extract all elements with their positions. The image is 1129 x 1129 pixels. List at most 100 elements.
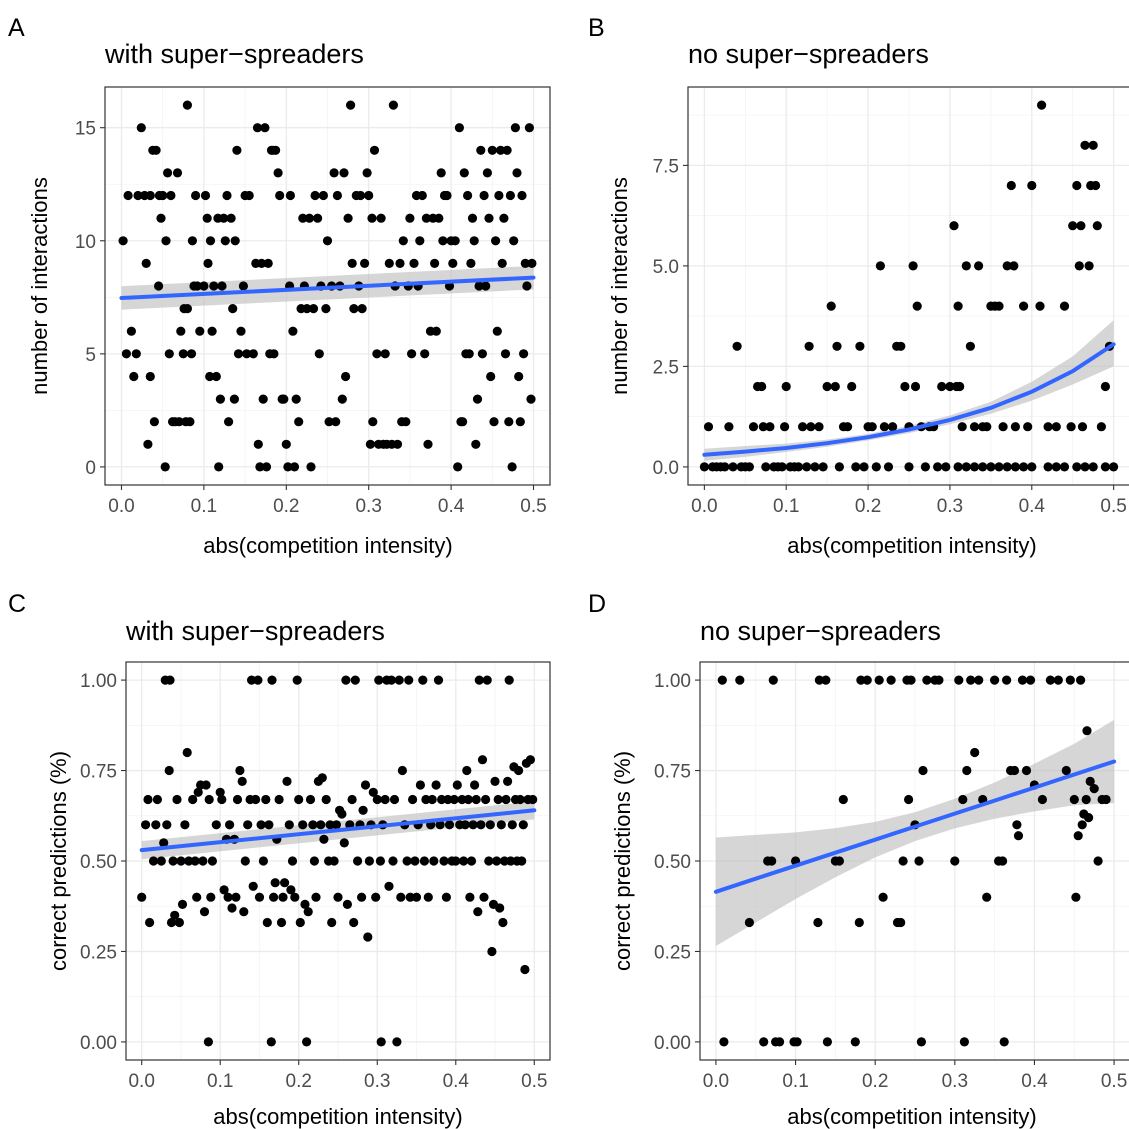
data-point: [423, 892, 433, 902]
data-point: [141, 820, 151, 830]
data-point: [810, 462, 820, 472]
data-point: [286, 885, 296, 895]
data-point: [527, 258, 537, 268]
data-point: [520, 258, 530, 268]
data-point: [419, 856, 429, 866]
data-point: [145, 190, 155, 201]
data-point: [471, 439, 481, 449]
data-point: [1059, 462, 1070, 472]
data-point: [243, 820, 253, 830]
data-point: [215, 394, 225, 404]
data-point: [350, 675, 360, 685]
data-point: [308, 820, 318, 830]
data-point: [240, 856, 250, 866]
data-point: [291, 394, 301, 404]
data-point: [464, 349, 474, 359]
data-point: [239, 907, 249, 917]
data-point: [953, 301, 963, 311]
data-point: [311, 892, 321, 902]
data-point: [896, 341, 906, 351]
data-point: [761, 462, 771, 472]
data-point: [190, 856, 200, 866]
data-point: [264, 820, 274, 830]
data-point: [347, 258, 357, 268]
data-point: [999, 1037, 1009, 1047]
data-point: [1072, 462, 1082, 472]
data-point: [1068, 221, 1078, 231]
data-point: [759, 1037, 769, 1047]
data-point: [969, 462, 980, 472]
data-point: [270, 878, 280, 888]
data-point: [304, 213, 314, 223]
data-point: [1084, 813, 1094, 823]
data-point: [1077, 820, 1087, 830]
data-point: [302, 304, 312, 314]
data-point: [1006, 180, 1016, 191]
data-point: [271, 145, 281, 155]
data-point: [502, 145, 512, 155]
data-point: [256, 820, 266, 830]
data-point: [735, 675, 745, 685]
data-point: [269, 892, 279, 902]
data-point: [274, 794, 284, 805]
data-point: [1017, 675, 1028, 685]
data-point: [724, 422, 734, 432]
panel-d-fit-line: [713, 759, 1117, 894]
data-point: [182, 100, 192, 110]
data-point: [357, 304, 367, 314]
data-point: [232, 145, 242, 155]
data-point: [300, 899, 310, 910]
data-point: [159, 838, 169, 848]
data-point: [767, 856, 777, 866]
data-point: [904, 462, 914, 472]
data-point: [504, 417, 514, 427]
data-point: [1089, 784, 1099, 794]
data-point: [477, 755, 488, 765]
panel-c: C with super−spreaders abs(competition i…: [8, 590, 551, 1129]
data-point: [199, 907, 210, 917]
data-point: [405, 213, 415, 223]
data-point: [322, 236, 333, 246]
data-point: [1045, 675, 1055, 685]
data-point: [163, 168, 173, 178]
data-point: [454, 123, 464, 133]
data-point: [1093, 856, 1103, 866]
x-tick-label: 0.1: [191, 496, 217, 517]
data-point: [347, 794, 357, 805]
data-point: [420, 349, 430, 359]
data-point: [294, 794, 304, 805]
data-point: [757, 381, 767, 392]
data-point: [941, 462, 951, 472]
data-point: [487, 145, 497, 155]
data-point: [867, 422, 877, 432]
data-point: [318, 190, 328, 201]
data-point: [798, 422, 808, 432]
panel-a-x-axis-label: abs(competition intensity): [203, 533, 452, 558]
data-point: [1072, 180, 1082, 191]
data-point: [1092, 221, 1102, 231]
data-point: [1019, 462, 1029, 472]
y-tick-label: 0: [85, 458, 96, 479]
data-point: [850, 1037, 860, 1047]
data-point: [310, 190, 320, 201]
data-point: [267, 675, 277, 685]
data-point: [327, 917, 337, 928]
data-point: [474, 675, 484, 685]
data-point: [998, 422, 1008, 432]
data-point: [1002, 675, 1012, 685]
data-point: [392, 1037, 402, 1047]
data-point: [854, 917, 864, 928]
data-point: [182, 747, 192, 758]
data-point: [874, 675, 884, 685]
data-point: [732, 341, 742, 351]
data-point: [152, 794, 162, 805]
y-tick-label: 0.50: [654, 852, 691, 873]
data-point: [1009, 765, 1020, 776]
data-point: [1080, 140, 1090, 150]
panel-a-fit-line: [119, 275, 536, 300]
data-point: [258, 856, 268, 866]
data-point: [178, 349, 188, 359]
data-point: [199, 281, 209, 291]
data-point: [974, 675, 984, 685]
y-tick-label: 1.00: [654, 671, 691, 692]
